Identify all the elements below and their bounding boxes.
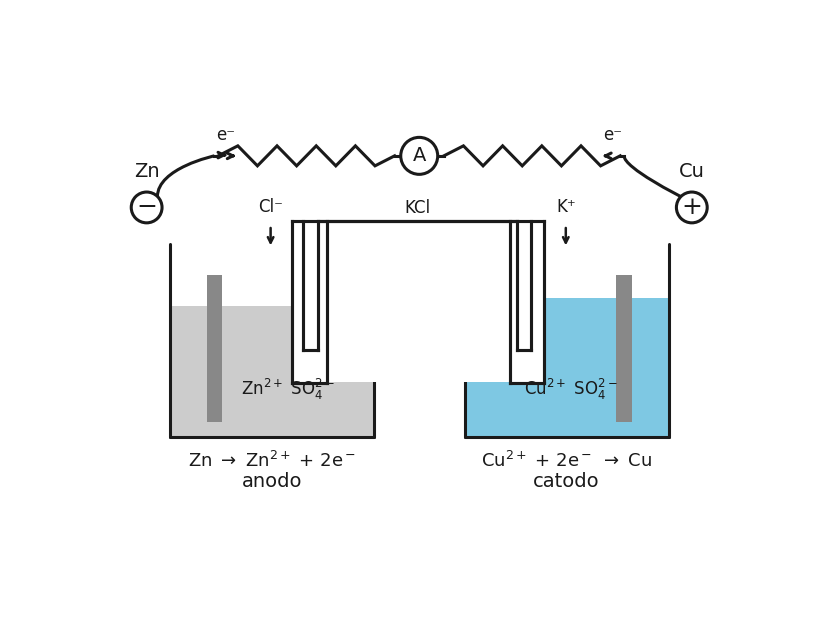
Text: Zn: Zn xyxy=(134,162,160,181)
Text: anodo: anodo xyxy=(241,472,302,491)
Text: A: A xyxy=(412,146,426,166)
Bar xyxy=(465,298,667,436)
Text: Cu$^{2+}$ + 2e$^-$ $\rightarrow$ Cu: Cu$^{2+}$ + 2e$^-$ $\rightarrow$ Cu xyxy=(481,451,652,471)
Text: Cu$^{2+}$ SO$_4^{2-}$: Cu$^{2+}$ SO$_4^{2-}$ xyxy=(524,377,618,402)
Text: +: + xyxy=(681,196,702,219)
Text: catodo: catodo xyxy=(533,472,600,491)
Circle shape xyxy=(131,192,162,223)
Text: KCl: KCl xyxy=(404,199,430,217)
Text: Zn$^{2+}$ SO$_4^{2-}$: Zn$^{2+}$ SO$_4^{2-}$ xyxy=(241,377,335,402)
Text: e⁻: e⁻ xyxy=(603,126,622,144)
Circle shape xyxy=(676,192,708,223)
Bar xyxy=(294,221,543,382)
Text: e⁻: e⁻ xyxy=(217,126,236,144)
Circle shape xyxy=(401,138,438,174)
Bar xyxy=(616,275,631,421)
Text: Cl⁻: Cl⁻ xyxy=(258,198,283,216)
Bar xyxy=(207,275,222,421)
Text: Zn $\rightarrow$ Zn$^{2+}$ + 2e$^-$: Zn $\rightarrow$ Zn$^{2+}$ + 2e$^-$ xyxy=(187,451,356,471)
Text: K⁺: K⁺ xyxy=(556,198,576,216)
Text: −: − xyxy=(136,196,157,219)
Bar xyxy=(171,306,373,436)
Text: Cu: Cu xyxy=(679,162,705,181)
